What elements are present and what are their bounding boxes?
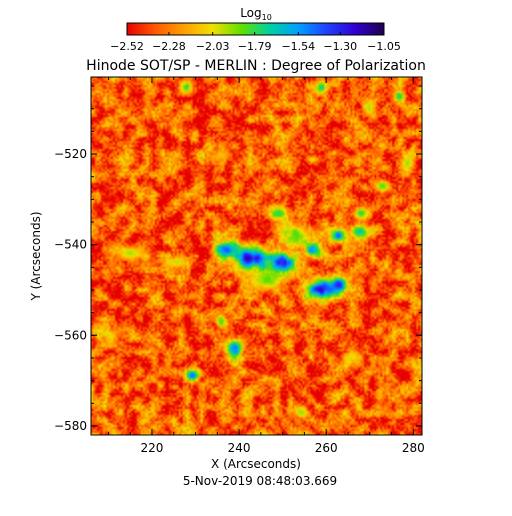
- y-axis-label: Y (Arcseconds): [29, 211, 43, 301]
- colorbar-tick-label: −1.79: [238, 40, 272, 53]
- y-tick-label: −540: [54, 238, 87, 252]
- timestamp: 5-Nov-2019 08:48:03.669: [183, 474, 337, 488]
- x-axis-label: X (Arcseconds): [211, 457, 301, 471]
- x-tick-label: 240: [228, 441, 251, 455]
- x-axis: 220 240 260 280: [107, 77, 425, 455]
- x-tick-label: 260: [315, 441, 338, 455]
- colorbar-tick-label: −2.52: [110, 40, 144, 53]
- colorbar-tick-label: −1.54: [281, 40, 315, 53]
- y-tick-label: −520: [54, 147, 87, 161]
- chart-title: Hinode SOT/SP - MERLIN : Degree of Polar…: [86, 58, 426, 74]
- x-tick-label: 280: [402, 441, 425, 455]
- colorbar-ticks: −2.52 −2.28 −2.03 −1.79 −1.54 −1.30 −1.05: [110, 32, 401, 53]
- y-tick-label: −580: [54, 419, 87, 433]
- plot-frame: [90, 76, 423, 436]
- colorbar-label: Log10: [240, 6, 272, 22]
- y-tick-label: −560: [54, 328, 87, 342]
- y-axis: −520 −540 −560 −580: [54, 85, 422, 433]
- colorbar-tick-label: −2.03: [196, 40, 230, 53]
- colorbar: [126, 22, 385, 36]
- colorbar-tick-label: −1.30: [323, 40, 357, 53]
- colorbar-tick-label: −2.28: [152, 40, 186, 53]
- colorbar-tick-label: −1.05: [367, 40, 401, 53]
- x-tick-label: 220: [141, 441, 164, 455]
- heatmap-image: [91, 77, 422, 435]
